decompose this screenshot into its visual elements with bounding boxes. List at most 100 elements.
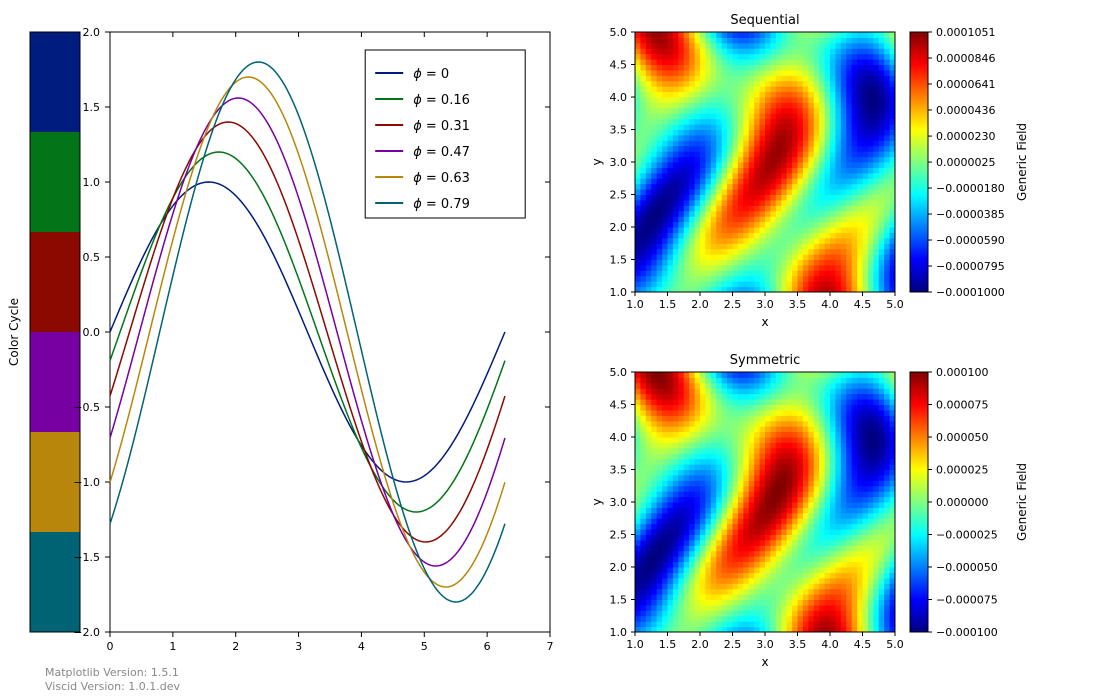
- xtick-label: 4: [358, 640, 365, 653]
- heatmap-title: Sequential: [730, 13, 799, 28]
- colorbar-tick: 0.0000436: [936, 104, 996, 117]
- heatmap-symmetric: Symmetric 1.0 1.5 2.0 2.5 3.0 3.5 4.0 4.5 5.0 1.0 1…: [590, 353, 1029, 669]
- colorbar: [910, 372, 928, 632]
- colorbar-tick: −0.000075: [936, 594, 998, 607]
- heatmap-ytick: 2.0: [610, 221, 628, 234]
- heatmap-ytick: 1.5: [610, 594, 628, 607]
- xtick-label: 3: [295, 640, 302, 653]
- heatmap-ytick: 5.0: [610, 366, 628, 379]
- colorbar-tick: −0.0000590: [936, 234, 1005, 247]
- heatmap-ytick: 3.0: [610, 496, 628, 509]
- heatmap-ytick: 4.5: [610, 59, 628, 72]
- heatmap-ytick: 5.0: [610, 26, 628, 39]
- figure-root: Color Cycle 0 1 2 3 4 5 6 7 −2.0 −1.5 −1.0 −0.5 0.0…: [0, 0, 1100, 700]
- legend-label: ϕ = 0.31: [413, 119, 470, 134]
- xtick-label: 1: [169, 640, 176, 653]
- heatmap-ytick: 2.5: [610, 189, 628, 202]
- heatmap-xtick: 3.5: [789, 638, 807, 651]
- heatmap-ytick: 4.0: [610, 91, 628, 104]
- xtick-label: 6: [484, 640, 491, 653]
- ytick-label: 2.0: [83, 26, 101, 39]
- color-cycle-label: Color Cycle: [7, 298, 21, 366]
- footer-line-1: Matplotlib Version: 1.5.1: [45, 666, 179, 679]
- ytick-label: −0.5: [73, 401, 100, 414]
- heatmap-xtick: 4.5: [854, 298, 872, 311]
- colorbar-tick: 0.000050: [936, 431, 989, 444]
- legend-label: ϕ = 0.16: [413, 93, 470, 108]
- heatmap-xtick: 4.5: [854, 638, 872, 651]
- colorbar-tick: 0.000075: [936, 399, 989, 412]
- heatmap-xtick: 5.0: [886, 638, 904, 651]
- heatmap-xtick: 1.0: [626, 638, 644, 651]
- heatmap-ytick: 1.0: [610, 286, 628, 299]
- line-plot: 01234567 −2.0−1.5−1.0−0.50.00.51.01.52.0…: [73, 26, 553, 653]
- heatmap-raster: [635, 32, 896, 293]
- xtick-label: 5: [421, 640, 428, 653]
- colorbar-tick: 0.000025: [936, 464, 989, 477]
- colorbar: [910, 32, 928, 292]
- heatmap-xtick: 4.0: [821, 638, 839, 651]
- ytick-label: −1.5: [73, 551, 100, 564]
- heatmap-xtick: 2.5: [724, 638, 742, 651]
- colorbar-tick: −0.000025: [936, 529, 998, 542]
- xtick-label: 2: [232, 640, 239, 653]
- color-cycle-swatch: [30, 32, 80, 132]
- heatmap-xtick: 2.5: [724, 298, 742, 311]
- legend-label: ϕ = 0.63: [413, 171, 470, 186]
- color-cycle-swatch: [30, 532, 80, 632]
- legend-label: ϕ = 0: [413, 67, 449, 82]
- heatmap-ytick: 3.5: [610, 124, 628, 137]
- colorbar-tick: 0.0000846: [936, 52, 996, 65]
- colorbar-label: Generic Field: [1015, 123, 1029, 201]
- heatmap-ytick: 4.0: [610, 431, 628, 444]
- ytick-label: 1.5: [83, 101, 101, 114]
- ytick-label: −1.0: [73, 476, 100, 489]
- heatmap-xtick: 1.5: [659, 638, 677, 651]
- heatmap-xlabel: x: [761, 655, 768, 669]
- heatmap-ytick: 1.5: [610, 254, 628, 267]
- heatmap-xtick: 3.5: [789, 298, 807, 311]
- ytick-label: 1.0: [83, 176, 101, 189]
- colorbar-tick: −0.000100: [936, 626, 998, 639]
- heatmap-ytick: 3.0: [610, 156, 628, 169]
- colorbar-tick: 0.0000641: [936, 78, 996, 91]
- colorbar-tick: 0.0000230: [936, 130, 996, 143]
- ytick-label: −2.0: [73, 626, 100, 639]
- ytick-label: 0.5: [83, 251, 101, 264]
- heatmap-ytick: 2.0: [610, 561, 628, 574]
- heatmap-ytick: 2.5: [610, 529, 628, 542]
- color-cycle-panel: [30, 32, 80, 632]
- color-cycle-swatch: [30, 232, 80, 332]
- colorbar-tick: −0.0000795: [936, 260, 1005, 273]
- heatmap-xtick: 4.0: [821, 298, 839, 311]
- heatmap-title: Symmetric: [730, 353, 800, 368]
- color-cycle-swatch: [30, 332, 80, 432]
- heatmap-sequential: Sequential 1.0 1.5 2.0 2.5 3.0 3.5 4.0 4.5 5.0 1.0…: [590, 13, 1029, 329]
- heatmap-xtick: 2.0: [691, 298, 709, 311]
- heatmap-xtick: 2.0: [691, 638, 709, 651]
- colorbar-tick: −0.0000385: [936, 208, 1005, 221]
- colorbar-tick: 0.000100: [936, 366, 989, 379]
- colorbar-tick: −0.0000180: [936, 182, 1005, 195]
- line-plot-legend: ϕ = 0ϕ = 0.16ϕ = 0.31ϕ = 0.47ϕ = 0.63ϕ =…: [365, 50, 525, 218]
- legend-label: ϕ = 0.79: [413, 197, 470, 212]
- color-cycle-swatch: [30, 132, 80, 232]
- heatmap-xtick: 5.0: [886, 298, 904, 311]
- colorbar-tick: 0.0000025: [936, 156, 996, 169]
- heatmap-ytick: 4.5: [610, 399, 628, 412]
- xtick-label: 0: [107, 640, 114, 653]
- colorbar-tick: −0.0001000: [936, 286, 1005, 299]
- colorbar-tick: 0.000000: [936, 496, 989, 509]
- xtick-label: 7: [547, 640, 554, 653]
- heatmap-xtick: 3.0: [756, 638, 774, 651]
- heatmap-xlabel: x: [761, 315, 768, 329]
- heatmap-xtick: 1.0: [626, 298, 644, 311]
- heatmap-raster: [635, 372, 896, 633]
- heatmap-ylabel: y: [590, 158, 604, 165]
- heatmap-xtick: 3.0: [756, 298, 774, 311]
- footer-line-2: Viscid Version: 1.0.1.dev: [45, 680, 181, 693]
- colorbar-tick: −0.000050: [936, 561, 998, 574]
- heatmap-ytick: 1.0: [610, 626, 628, 639]
- colorbar-label: Generic Field: [1015, 463, 1029, 541]
- colorbar-tick: 0.0001051: [936, 26, 996, 39]
